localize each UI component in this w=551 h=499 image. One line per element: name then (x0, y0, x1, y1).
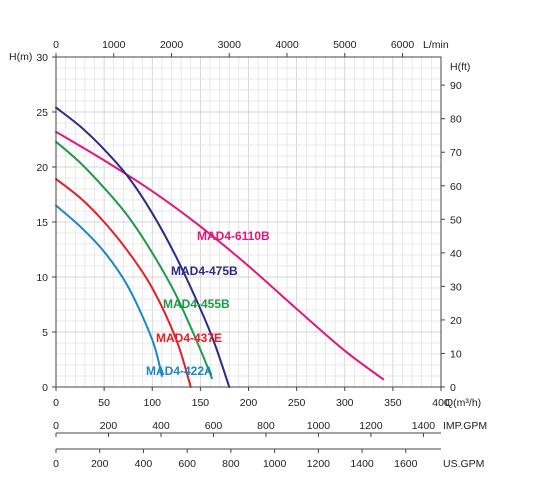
x-tick-label: 200 (240, 397, 258, 409)
series-label-mad4-422a: MAD4-422A (146, 364, 213, 378)
top-x-tick-label: 0 (53, 39, 59, 51)
series-line-mad4-422a (55, 204, 163, 377)
y-tick-label: 25 (36, 107, 48, 119)
imp-gpm-tick-label: 0 (53, 420, 59, 432)
us-gpm-tick-label: 0 (53, 458, 59, 470)
x-tick-label: 100 (143, 397, 161, 409)
series-line-mad4-6110b (55, 130, 385, 381)
series-label-mad4-437e: MAD4-437E (156, 331, 222, 345)
top-x-axis-label: L/min (423, 39, 449, 51)
x-tick-label: 50 (98, 397, 110, 409)
imp-gpm-tick-label: 1000 (307, 420, 331, 432)
plot-frame (52, 53, 445, 391)
x-axis-label: Q(m³/h) (445, 397, 481, 409)
imp-gpm-axis-label: IMP.GPM (443, 420, 487, 432)
series-label-mad4-455b: MAD4-455B (163, 297, 230, 311)
us-gpm-axis-label: US.GPM (443, 458, 484, 470)
imp-gpm-tick-label: 1200 (359, 420, 383, 432)
x-tick-label: 400 (432, 397, 450, 409)
right-y-tick-label: 20 (450, 315, 462, 327)
right-y-axis-label: H(ft) (450, 61, 470, 73)
right-y-tick-label: 40 (450, 248, 462, 260)
y-tick-label: 10 (36, 272, 48, 284)
y-tick-label: 30 (36, 52, 48, 64)
y-axis-label: H(m) (9, 51, 32, 63)
top-x-tick-label: 5000 (333, 39, 357, 51)
series-labels: MAD4-6110B MAD4-475B MAD4-455B MAD4-437E MAD… (146, 229, 270, 378)
imp-gpm-tick-label: 200 (100, 420, 118, 432)
top-x-tick-label: 1000 (102, 39, 126, 51)
x-tick-label: 350 (384, 397, 402, 409)
imp-gpm-tick-label: 800 (257, 420, 275, 432)
x-tick-label: 0 (53, 397, 59, 409)
series-label-mad4-6110b: MAD4-6110B (197, 229, 270, 243)
right-y-tick-label: 80 (450, 114, 462, 126)
us-gpm-tick-label: 400 (135, 458, 153, 470)
us-gpm-tick-label: 1400 (350, 458, 374, 470)
x-tick-label: 300 (336, 397, 354, 409)
y-tick-label: 15 (36, 217, 48, 229)
right-y-tick-label: 0 (450, 382, 456, 394)
right-y-tick-label: 60 (450, 181, 462, 193)
right-y-tick-label: 30 (450, 281, 462, 293)
right-y-tick-label: 50 (450, 214, 462, 226)
top-x-tick-label: 2000 (160, 39, 184, 51)
top-x-tick-label: 3000 (218, 39, 242, 51)
us-gpm-tick-label: 800 (222, 458, 240, 470)
right-y-tick-label: 70 (450, 147, 462, 159)
y-tick-label: 20 (36, 162, 48, 174)
us-gpm-tick-label: 1000 (263, 458, 287, 470)
us-gpm-tick-label: 200 (91, 458, 109, 470)
y-tick-label: 5 (42, 327, 48, 339)
series-line-mad4-437e (55, 178, 192, 388)
series-line-mad4-475b (55, 106, 231, 388)
top-x-tick-label: 6000 (391, 39, 415, 51)
right-y-tick-label: 10 (450, 348, 462, 360)
us-gpm-tick-label: 600 (178, 458, 196, 470)
top-x-tick-label: 4000 (275, 39, 299, 51)
grid (55, 56, 442, 388)
y-tick-label: 0 (42, 382, 48, 394)
series-label-mad4-475b: MAD4-475B (171, 264, 238, 278)
flow-unit-axes (55, 432, 441, 453)
series-curves (55, 106, 385, 388)
x-tick-label: 250 (288, 397, 306, 409)
imp-gpm-tick-label: 600 (205, 420, 223, 432)
series-line-mad4-455b (55, 140, 213, 380)
imp-gpm-tick-label: 1400 (412, 420, 436, 432)
imp-gpm-tick-label: 400 (152, 420, 170, 432)
right-y-tick-label: 90 (450, 80, 462, 92)
us-gpm-tick-label: 1200 (307, 458, 331, 470)
us-gpm-tick-label: 1600 (394, 458, 418, 470)
x-tick-label: 150 (192, 397, 210, 409)
